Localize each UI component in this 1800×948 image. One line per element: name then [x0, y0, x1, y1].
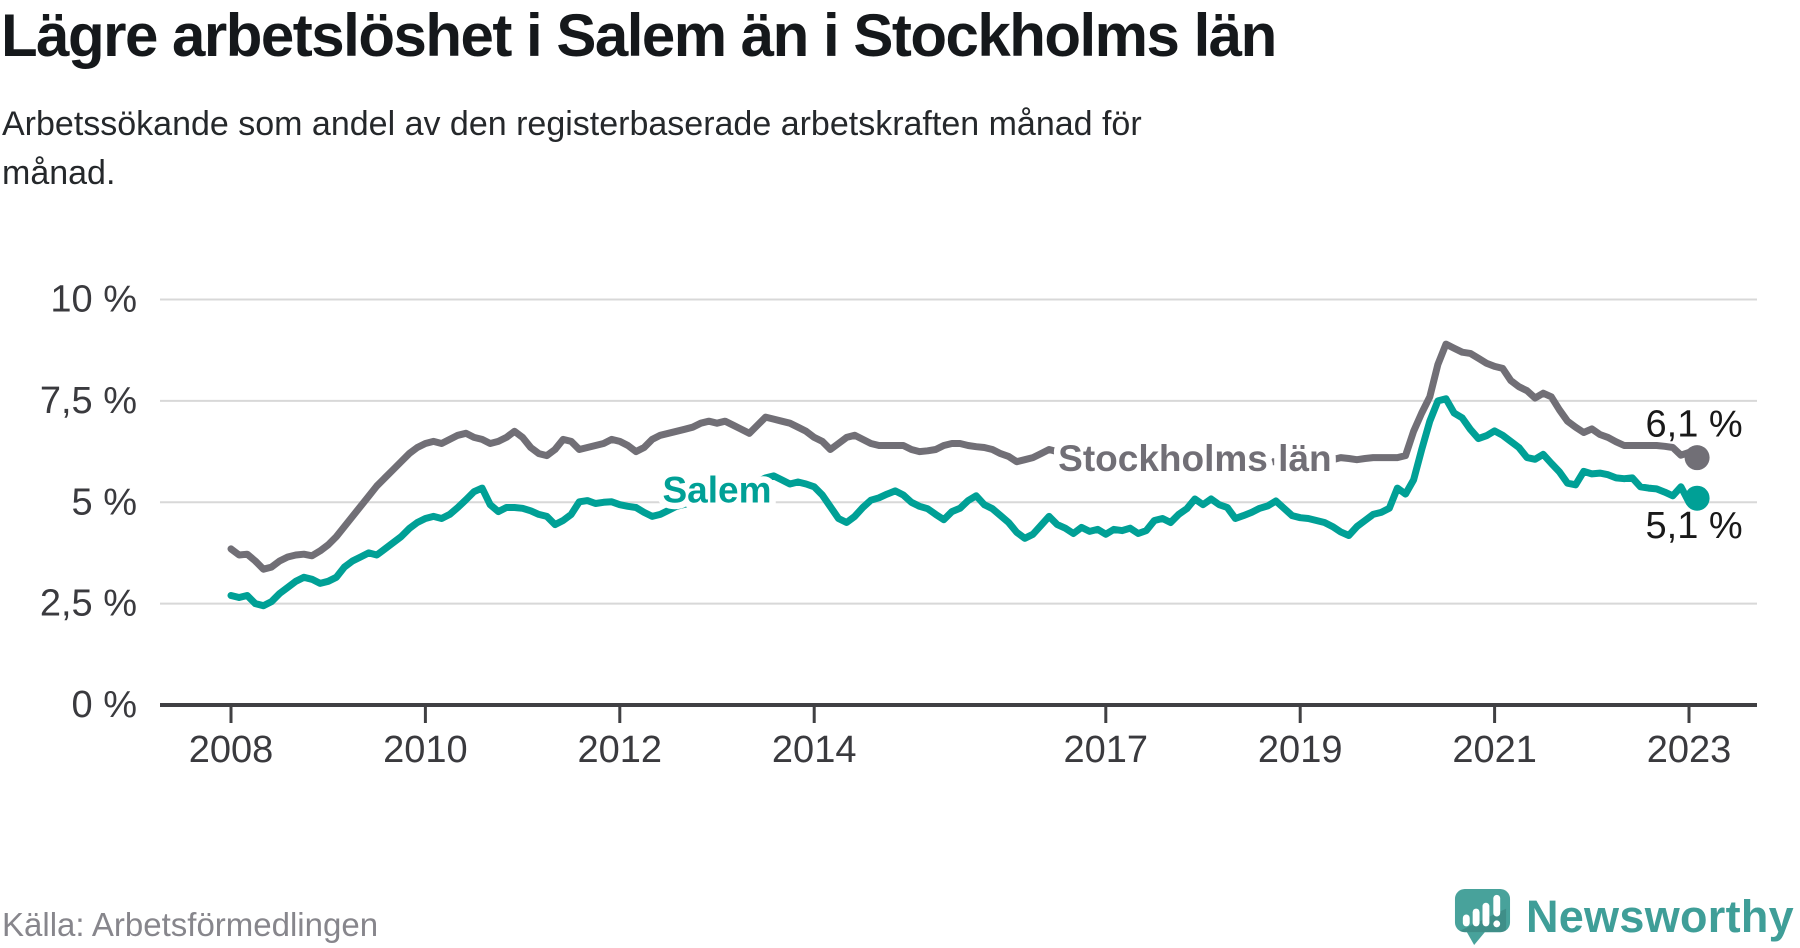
x-tick-label-2012: 2012 — [578, 729, 663, 771]
chart-title: Lägre arbetslöshet i Salem än i Stockhol… — [1, 2, 1277, 69]
end-value-label-salem: 5,1 % — [1646, 505, 1743, 547]
y-tick-label-7.5: 7,5 % — [40, 380, 137, 422]
newsworthy-icon — [1454, 888, 1510, 946]
series-end-dot-stockholms-lan — [1684, 445, 1710, 471]
x-tick-label-2010: 2010 — [383, 729, 468, 771]
x-tick-label-2023: 2023 — [1647, 729, 1732, 771]
x-tick-label-2017: 2017 — [1064, 729, 1149, 771]
speech-bubble-tail — [1465, 930, 1487, 946]
series-line-stockholms-lan — [227, 340, 1701, 573]
bar-chart-icon-bar-1 — [1462, 914, 1470, 927]
x-tick-label-2019: 2019 — [1258, 729, 1343, 771]
y-tick-label-10: 10 % — [50, 279, 137, 321]
x-tick-label-2008: 2008 — [189, 729, 274, 771]
series-label-salem: Salem — [662, 470, 771, 511]
x-tick-label-2014: 2014 — [772, 729, 857, 771]
brand-wordmark: Newsworthy — [1525, 890, 1794, 942]
newsworthy-logo: Newsworthy — [1453, 887, 1794, 946]
series-end-dot-salem — [1684, 485, 1710, 511]
bar-chart-icon-bar-2 — [1472, 908, 1480, 927]
end-value-label-stockholms-lan: 6,1 % — [1646, 404, 1743, 446]
series-label-stockholms-lan: Stockholms län — [1058, 438, 1331, 479]
bar-chart-icon-bar-3 — [1482, 902, 1490, 927]
chart-subtitle: Arbetssökande som andel av den registerb… — [2, 105, 1142, 193]
x-tick-label-2021: 2021 — [1452, 729, 1537, 771]
y-tick-label-5: 5 % — [72, 481, 137, 523]
exclamation-icon-bar — [1493, 894, 1501, 917]
y-tick-label-0: 0 % — [72, 684, 137, 726]
y-tick-label-2.5: 2,5 % — [40, 583, 137, 625]
series-line-salem — [227, 395, 1701, 610]
source-note: Källa: Arbetsförmedlingen — [2, 906, 379, 943]
exclamation-icon-dot — [1493, 920, 1501, 928]
